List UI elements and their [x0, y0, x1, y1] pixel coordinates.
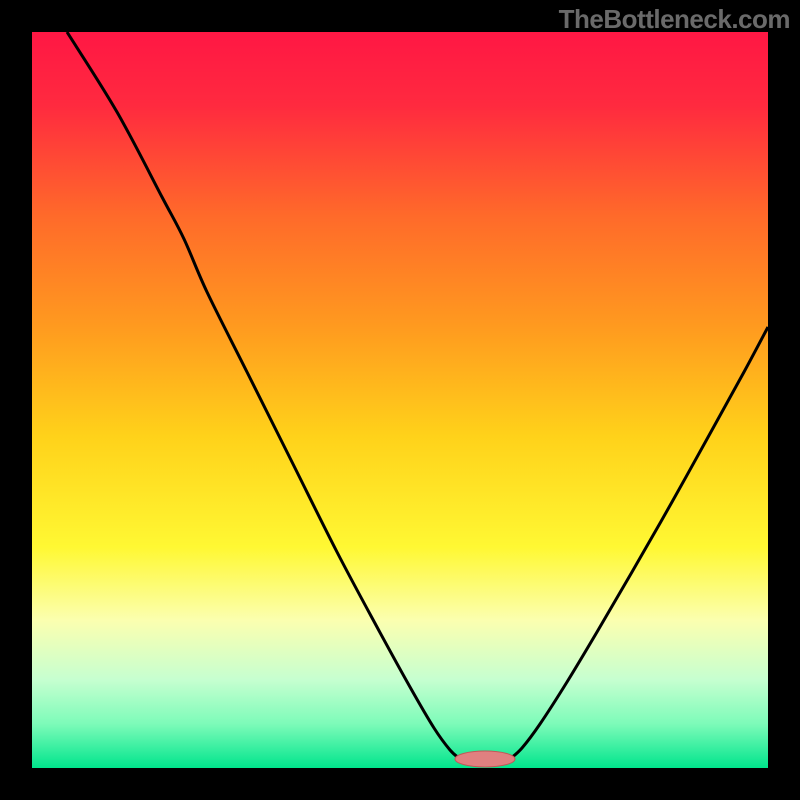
bottleneck-chart-svg — [32, 32, 768, 768]
gradient-background — [32, 32, 768, 768]
optimal-zone-marker — [455, 751, 515, 767]
chart-frame: TheBottleneck.com — [0, 0, 800, 800]
attribution-text: TheBottleneck.com — [559, 4, 790, 35]
plot-area — [32, 32, 768, 768]
